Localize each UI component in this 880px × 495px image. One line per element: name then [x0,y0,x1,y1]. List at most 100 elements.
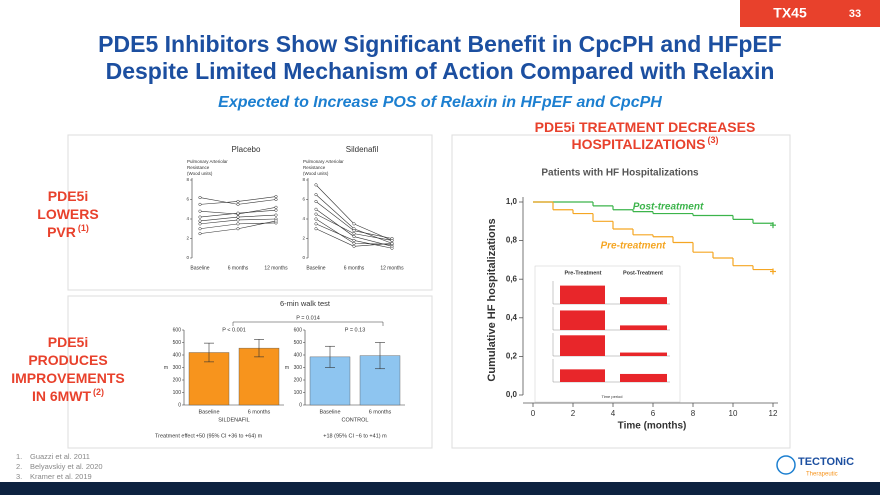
x-label: Time (months) [618,421,687,432]
x-tick-label: 6 months [228,265,249,271]
side-label: PRODUCES [28,352,107,368]
y-tick-label: 500 [294,340,303,346]
subject-point [236,199,240,203]
subject-point [352,232,356,236]
x-tick-label: Baseline [198,409,219,415]
x-tick-label: 6 months [248,409,271,415]
side-label: PDE5i [48,188,88,204]
right-header: PDE5i TREATMENT DECREASES [535,119,756,135]
subject-point [314,199,318,203]
y-tick-label: 8 [186,177,189,182]
x-tick-label: Baseline [306,265,325,271]
y-tick-label: 0,0 [506,390,518,399]
y-tick-label: 6 [186,197,189,202]
subject-point [198,202,202,206]
y-label: Resistance [303,165,326,170]
x-tick-label: 10 [729,409,738,418]
footnote: Belyavskiy et al. 2020 [30,462,103,471]
subject-point [314,212,318,216]
badge [740,0,880,27]
x-tick-label: 6 months [344,265,365,271]
x-tick-label: 2 [571,409,576,418]
footnote-index: 3. [16,472,22,481]
y-label: m [164,365,168,371]
inset-bar [560,310,605,330]
inset-x-label: Time period [602,394,623,399]
subject-point [314,217,318,221]
effect-value: +18 (95% CI −6 to +41) m [323,433,387,439]
subject-point [390,241,394,245]
inset-bar [560,285,605,304]
legend-label: Post-treatment [633,202,704,213]
subject-point [236,202,240,206]
side-label: PVR (1) [47,223,89,239]
subject-point [352,229,356,233]
side-label-ref: (1) [78,223,89,233]
y-tick-label: 0,4 [506,313,518,322]
side-label: LOWERS [37,206,98,222]
side-label-line: IMPROVEMENTS [11,370,125,386]
x-tick-label: 6 months [369,409,392,415]
side-label-ref: (2) [93,387,104,397]
subject-point [274,197,278,202]
side-label: PDE5i [48,334,88,350]
subject-point [198,222,202,226]
subtitle: Expected to Increase POS of Relaxin in H… [218,94,662,111]
x-tick-label: 6 [651,409,656,418]
subject-point [198,196,202,200]
footer-bar [0,482,880,495]
y-label: Pulmonary Arteriolar [187,159,228,164]
inset-bar [620,325,667,330]
y-tick-label: 0,2 [506,352,518,361]
footnote: Guazzi et al. 2011 [30,452,90,461]
y-label: Cumulative HF hospitalizations [486,218,498,381]
chart-title: Patients with HF Hospitalizations [541,168,699,179]
group-label: SILDENAFIL [218,417,249,423]
subject-point [198,232,202,236]
right-header-line: HOSPITALIZATIONS [571,136,705,152]
footnote-text: Kramer et al. 2019 [30,472,92,481]
y-tick-label: 4 [302,216,305,221]
subject-point [274,205,278,209]
y-tick-label: 600 [294,327,303,333]
chart-title: 6-min walk test [280,299,331,308]
effect-label: Treatment effect [155,433,195,439]
x-tick-label: 12 months [264,265,288,271]
right-header: HOSPITALIZATIONS (3) [571,135,718,151]
right-header-line: PDE5i TREATMENT DECREASES [535,119,756,135]
subject-point [198,209,202,213]
y-tick-label: 200 [173,377,182,383]
inset-bar [560,335,605,356]
subject-point [314,207,318,211]
footnote-text: Belyavskiy et al. 2020 [30,462,103,471]
footnote-text: Guazzi et al. 2011 [30,452,90,461]
y-tick-label: 500 [173,340,182,346]
subject-point [314,193,318,197]
side-label-line: PDE5i [48,334,88,350]
x-tick-label: Baseline [190,265,209,271]
subject-point [352,241,356,245]
subject-point [198,219,202,223]
subject-point [274,219,278,223]
p-value: P = 0.014 [296,315,320,321]
inset-bar [620,352,667,356]
title-line: Despite Limited Mechanism of Action Comp… [106,58,775,84]
group-label: CONTROL [342,417,369,423]
subject-point [314,183,318,187]
inset-bar [620,297,667,304]
page-number: 33 [849,8,861,20]
subject-point [198,227,202,231]
y-tick-label: 0 [302,255,305,260]
y-tick-label: 300 [173,365,182,371]
y-tick-label: 1,0 [506,197,518,206]
y-tick-label: 2 [186,236,189,241]
subject-point [390,238,394,242]
panel-title: Sildenafil [346,145,379,154]
x-tick-label: 4 [611,409,616,418]
y-label: m [285,365,289,371]
subject-point [274,195,278,199]
y-label: Resistance [187,165,210,170]
inset-category: Pre-Treatment [565,270,602,276]
side-label-line: PRODUCES [28,352,107,368]
effect-value: +50 (95% CI +36 to +64) m [196,433,263,439]
